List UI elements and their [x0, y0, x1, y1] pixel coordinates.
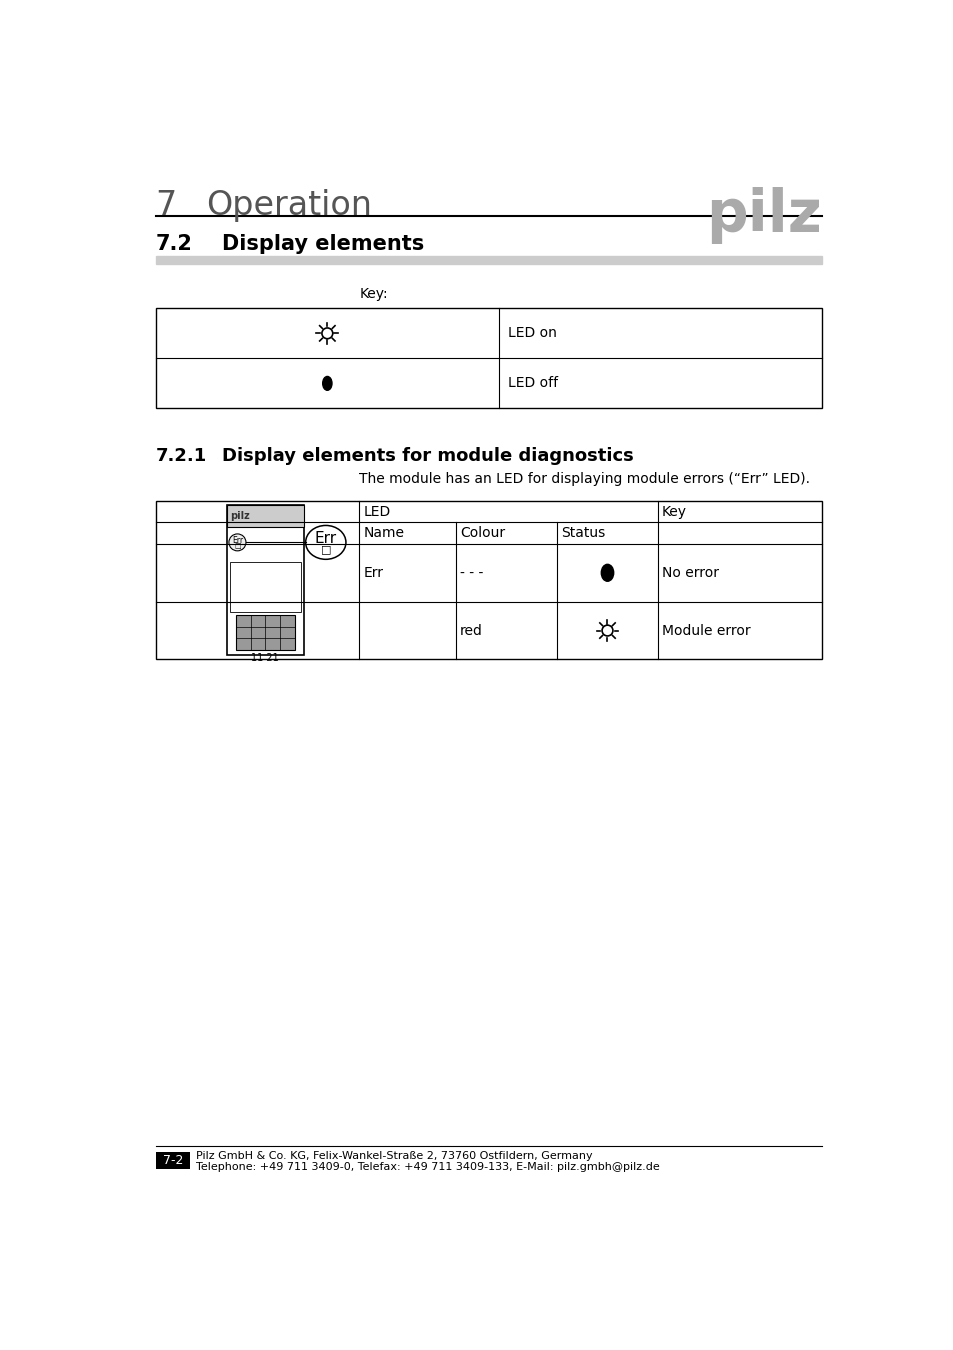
- Bar: [155, 1152, 190, 1169]
- Bar: [155, 501, 821, 659]
- Text: Telephone: +49 711 3409-0, Telefax: +49 711 3409-133, E-Mail: pilz.gmbh@pilz.de: Telephone: +49 711 3409-0, Telefax: +49 …: [195, 1162, 659, 1172]
- Bar: [155, 256, 821, 263]
- Text: 7.2.1: 7.2.1: [155, 447, 207, 464]
- Text: □: □: [233, 543, 240, 549]
- Text: 7.2: 7.2: [155, 234, 193, 254]
- Text: pilz: pilz: [705, 186, 821, 243]
- Text: Err: Err: [363, 566, 383, 579]
- Text: Display elements: Display elements: [221, 234, 423, 254]
- Bar: [155, 308, 821, 409]
- Text: Key:: Key:: [359, 286, 388, 301]
- Text: □: □: [320, 544, 331, 555]
- Text: Operation: Operation: [206, 189, 372, 221]
- Text: Err: Err: [232, 536, 243, 544]
- Text: 7-2: 7-2: [162, 1154, 183, 1168]
- Text: Display elements for module diagnostics: Display elements for module diagnostics: [221, 447, 633, 464]
- Circle shape: [229, 533, 246, 551]
- Bar: [227, 505, 304, 526]
- Text: Err: Err: [314, 531, 336, 545]
- Text: LED on: LED on: [508, 327, 557, 340]
- Text: 11 21: 11 21: [252, 653, 279, 663]
- Text: pilz: pilz: [230, 512, 249, 521]
- Text: Module error: Module error: [661, 624, 750, 637]
- Bar: [230, 562, 301, 613]
- Text: Colour: Colour: [459, 526, 505, 540]
- Text: No error: No error: [661, 566, 718, 579]
- Text: - - -: - - -: [459, 566, 483, 579]
- Text: red: red: [459, 624, 482, 637]
- Bar: [235, 614, 294, 651]
- Ellipse shape: [305, 525, 346, 559]
- Ellipse shape: [322, 377, 332, 390]
- Ellipse shape: [600, 564, 613, 582]
- Text: The module has an LED for displaying module errors (“Err” LED).: The module has an LED for displaying mod…: [359, 471, 810, 486]
- Bar: [227, 505, 304, 655]
- Text: Pilz GmbH & Co. KG, Felix-Wankel-Straße 2, 73760 Ostfildern, Germany: Pilz GmbH & Co. KG, Felix-Wankel-Straße …: [195, 1152, 592, 1161]
- Text: LED off: LED off: [508, 377, 558, 390]
- Text: Name: Name: [363, 526, 404, 540]
- Text: 7: 7: [155, 189, 176, 221]
- Text: LED: LED: [363, 505, 390, 518]
- Text: Status: Status: [560, 526, 604, 540]
- Text: Key: Key: [661, 505, 686, 518]
